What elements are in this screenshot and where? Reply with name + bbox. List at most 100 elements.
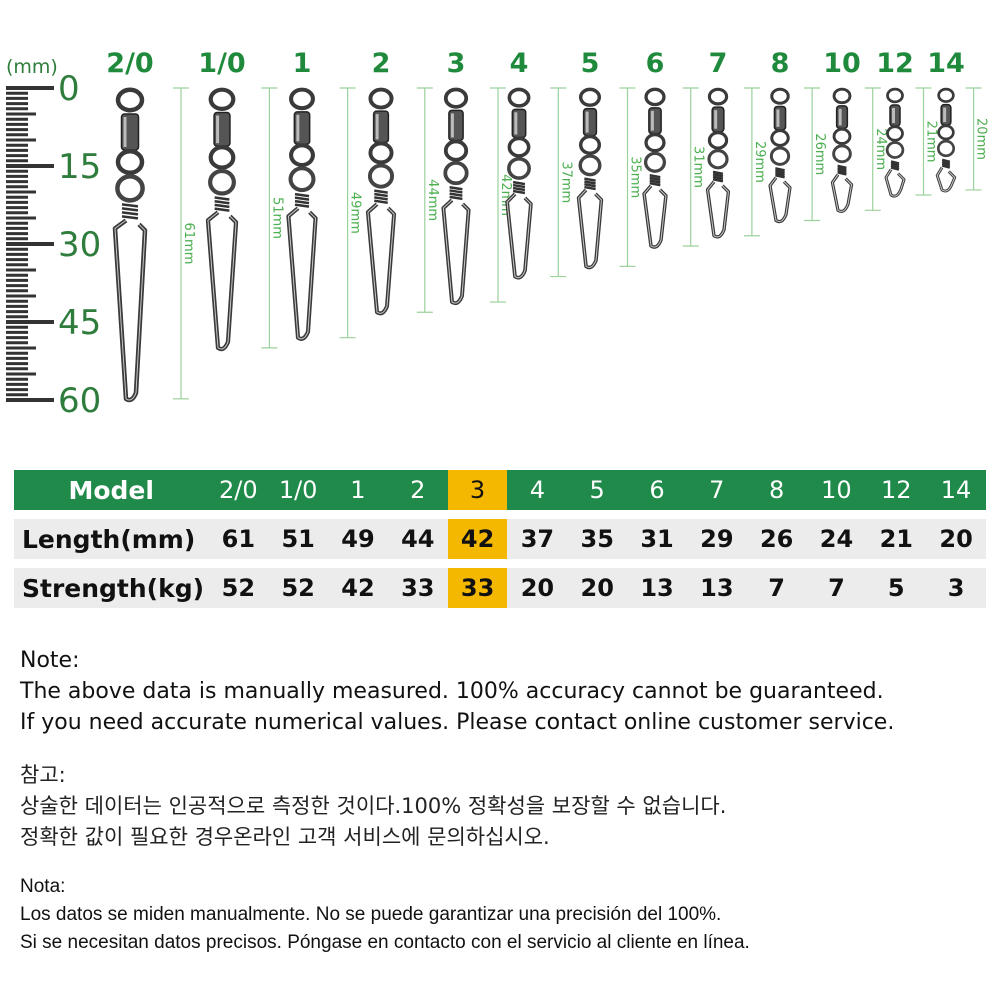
strength-cell: 13 [700, 574, 734, 602]
strength-cell: 52 [221, 574, 256, 602]
model-label: 8 [770, 48, 790, 79]
model-label: 3 [446, 48, 466, 79]
length-cell: 21 [879, 525, 913, 553]
product-size-diagram: 0 15 30 45 60 61mm 51mm 49mm 44mm 42mm 37mm 35mm 31m… [6, 69, 989, 421]
strength-cell: 7 [828, 574, 845, 602]
note-line: The above data is manually measured. 100… [20, 679, 884, 704]
dimension-label: 49mm [348, 192, 363, 234]
length-cell: 37 [520, 525, 555, 553]
table-header-row: Model 2/0 1/0 1 2 3 4 5 6 7 8 10 12 14 [14, 470, 986, 510]
model-cell: 12 [880, 476, 912, 504]
note-line: Si se necesitan datos precisos. Póngase … [20, 932, 750, 953]
note-title: 참고: [20, 763, 66, 787]
model-label: 14 [927, 48, 965, 79]
swivel-snap-icon [705, 87, 731, 239]
ruler-label: 0 [58, 69, 80, 109]
swivel-snap-icon [642, 87, 668, 249]
model-label: 2 [371, 48, 391, 79]
note-line: If you need accurate numerical values. P… [20, 710, 895, 735]
model-cell: 10 [821, 476, 852, 504]
strength-cell: 42 [341, 574, 375, 602]
dimension-label: 29mm [752, 141, 767, 183]
model-cell: 1 [350, 476, 366, 504]
strength-cell: 33 [401, 574, 435, 602]
swivel-snap-icon [112, 87, 148, 403]
dimension-label: 24mm [873, 128, 888, 170]
model-label: 6 [645, 48, 665, 79]
dimension-label: 26mm [812, 133, 827, 175]
model-cell: 6 [649, 476, 665, 504]
dimension-label: 35mm [628, 156, 643, 198]
model-cell: 8 [768, 476, 785, 504]
swivel-snap-icon [441, 87, 471, 306]
strength-cell: 20 [520, 574, 555, 602]
length-cell: 20 [939, 525, 973, 553]
swivel-snap-icon [768, 87, 792, 224]
model-header: Model [68, 475, 154, 505]
model-label: 5 [580, 48, 600, 79]
strength-cell: 52 [281, 574, 315, 602]
model-cell: 3 [447, 470, 508, 510]
model-cell: 7 [709, 476, 725, 504]
model-label: 12 [876, 48, 914, 79]
model-label: 1/0 [198, 48, 246, 79]
note-spanish: Nota: Los datos se miden manualmente. No… [20, 873, 750, 957]
model-cell: 5 [589, 476, 605, 504]
length-cell: 51 [281, 525, 315, 553]
table-row-strength: Strength(kg) 52 52 42 33 33 20 20 13 13 7 7 5 3 [14, 568, 986, 608]
model-cell: 14 [940, 476, 972, 504]
dimension-label: 51mm [269, 197, 284, 239]
ruler-label: 15 [58, 147, 101, 187]
note-title: Note: [20, 648, 80, 673]
note-line: 정확한 값이 필요한 경우온라인 고객 서비스에 문의하십시오. [20, 825, 550, 849]
spec-table: Model 2/0 1/0 1 2 3 4 5 6 7 8 10 12 14 Length(mm) 61… [14, 470, 986, 617]
length-cell: 29 [700, 525, 734, 553]
dimension-label: 31mm [691, 146, 706, 188]
note-line: 상술한 데이터는 인공적으로 측정한 것이다.100% 정확성을 보장할 수 없… [20, 794, 727, 818]
strength-cell: 5 [887, 574, 905, 602]
strength-cell: 13 [640, 574, 674, 602]
strength-cell: 3 [947, 574, 965, 602]
note-title: Nota: [20, 876, 66, 897]
length-cell: 26 [759, 525, 794, 553]
strength-header: Strength(kg) [22, 573, 205, 603]
swivel-snap-icon [505, 87, 533, 280]
strength-cell: 20 [580, 574, 614, 602]
length-cell: 61 [221, 525, 256, 553]
note-korean: 참고: 상술한 데이터는 인공적으로 측정한 것이다.100% 정확성을 보장할… [20, 760, 726, 853]
model-cell: 4 [529, 476, 546, 504]
model-label: 1 [292, 48, 312, 79]
length-cell: 44 [401, 525, 435, 553]
dimension-label: 61mm [181, 222, 196, 264]
length-cell: 42 [447, 519, 508, 559]
model-cell: 2/0 [219, 476, 258, 504]
strength-cell: 7 [768, 574, 785, 602]
length-cell: 31 [640, 525, 674, 553]
ruler-label: 30 [58, 225, 101, 265]
dimension-label: 44mm [425, 179, 440, 221]
dimension-label: 21mm [924, 121, 939, 163]
model-cell: 1/0 [278, 476, 318, 504]
ruler-label: 45 [58, 303, 101, 343]
dimension-label: 20mm [974, 118, 989, 160]
model-cell: 2 [410, 476, 426, 504]
swivel-snap-icon [884, 87, 906, 198]
strength-cell: 33 [447, 568, 508, 608]
ruler-unit: (mm) [6, 56, 58, 78]
dimension-label: 37mm [558, 161, 573, 203]
swivel-snap-icon [576, 87, 604, 270]
length-cell: 35 [580, 525, 614, 553]
swivel-snap-icon [205, 87, 239, 352]
table-row-length: Length(mm) 61 51 49 44 42 37 35 31 29 26 24 21 20 [14, 519, 986, 559]
note-line: Los datos se miden manualmente. No se pu… [20, 904, 722, 925]
swivel-snap-icon [830, 87, 854, 214]
model-label: 2/0 [106, 48, 154, 79]
length-cell: 49 [341, 525, 375, 553]
model-label: 4 [509, 48, 529, 79]
model-label: 10 [823, 48, 861, 79]
dimension-label: 42mm [498, 174, 513, 216]
swivel-snap-icon [935, 87, 957, 193]
note-english: Note: The above data is manually measure… [20, 645, 894, 738]
model-label: 7 [708, 48, 728, 79]
swivel-snap-icon [286, 87, 318, 341]
